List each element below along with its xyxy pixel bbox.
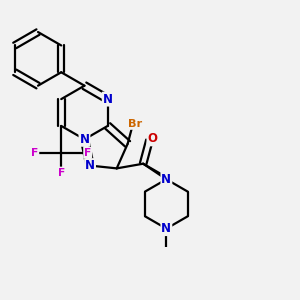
Text: F: F: [58, 167, 65, 178]
Text: N: N: [161, 222, 171, 235]
Text: N: N: [85, 159, 95, 172]
Text: F: F: [31, 148, 38, 158]
Text: N: N: [103, 93, 113, 106]
Text: N: N: [80, 133, 89, 146]
Text: F: F: [84, 148, 91, 158]
Text: Br: Br: [128, 119, 142, 129]
Text: O: O: [147, 132, 158, 146]
Text: N: N: [161, 173, 171, 186]
